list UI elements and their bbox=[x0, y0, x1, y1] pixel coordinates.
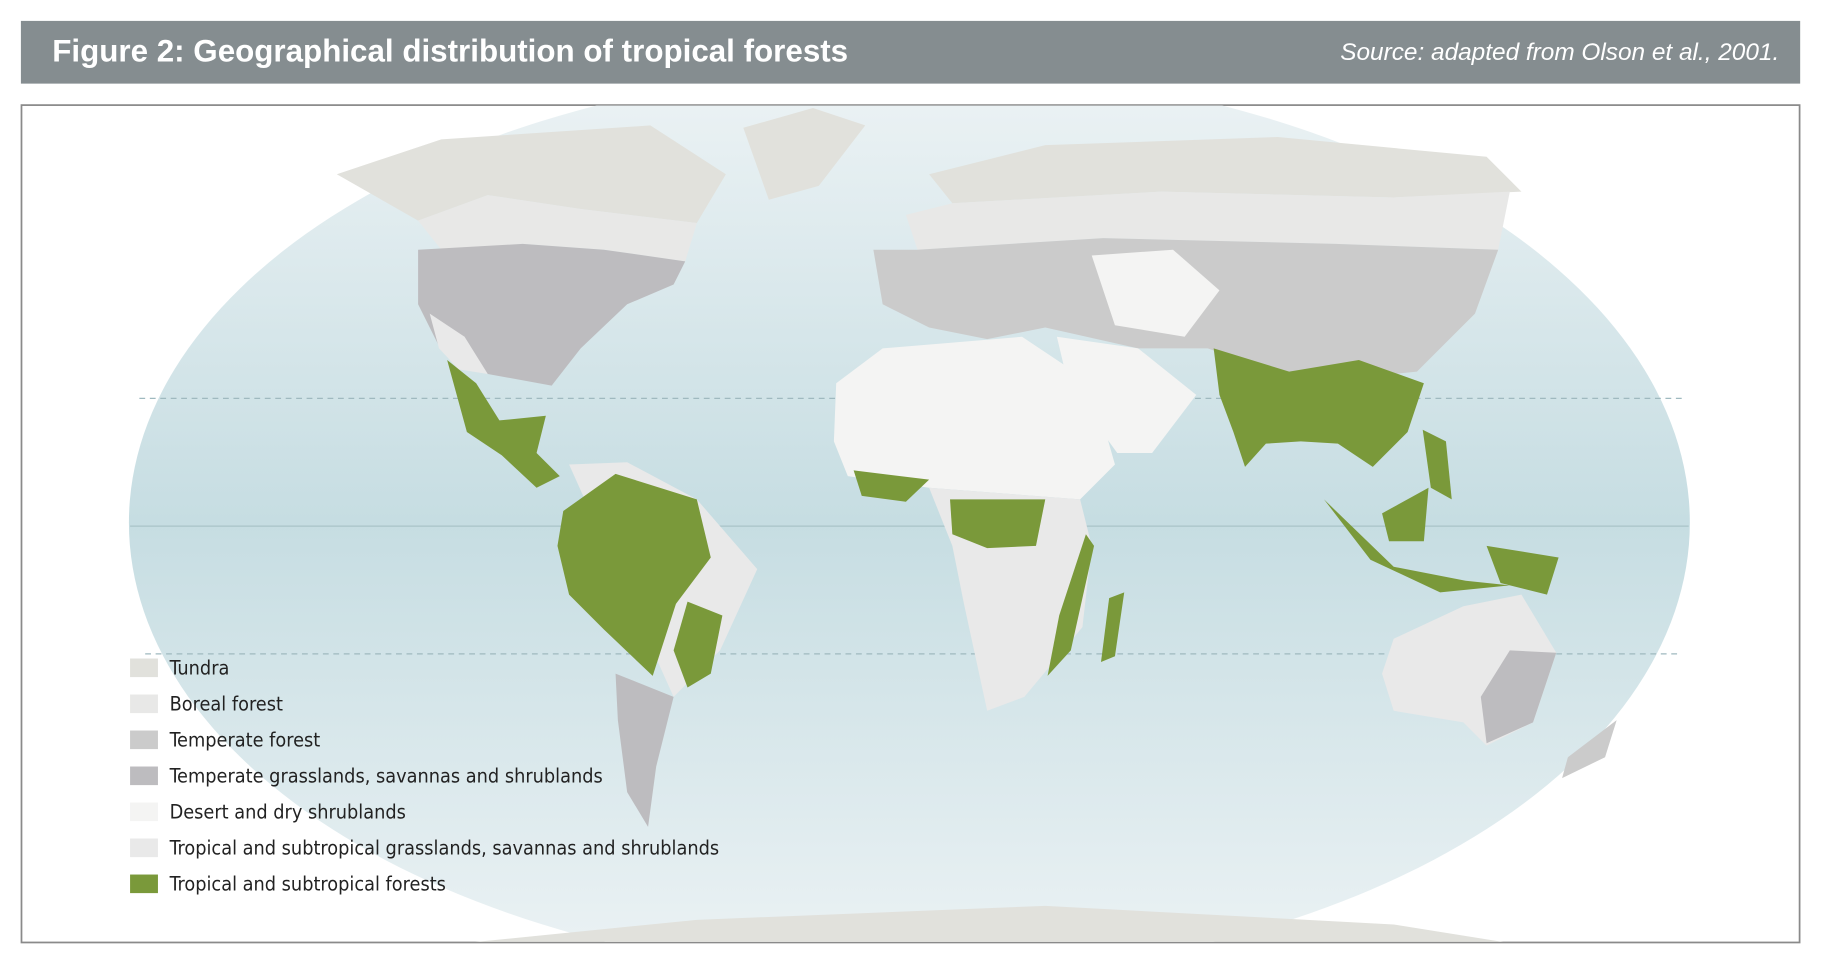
legend-label: Tundra bbox=[169, 656, 230, 679]
south-asia-forest bbox=[1213, 348, 1424, 467]
madagascar bbox=[1101, 592, 1125, 662]
arabia bbox=[1056, 336, 1197, 453]
southern-africa bbox=[929, 487, 1092, 711]
legend-label: Boreal forest bbox=[170, 692, 283, 715]
mexico-dry bbox=[429, 313, 488, 374]
north-america bbox=[418, 243, 686, 386]
arctic-north-america bbox=[336, 125, 726, 223]
figure-title: Figure 2: Geographical distribution of t… bbox=[52, 34, 848, 69]
figure-content: Figure 2: Geographical distribution of t… bbox=[20, 20, 1801, 944]
header-bar bbox=[20, 20, 1801, 84]
australia-southeast bbox=[1480, 650, 1557, 744]
legend-swatch bbox=[130, 730, 158, 750]
new-guinea bbox=[1486, 545, 1559, 595]
borneo bbox=[1382, 487, 1429, 542]
central-america-forest bbox=[447, 360, 560, 488]
new-zealand bbox=[1562, 720, 1617, 779]
amazon-forest bbox=[557, 473, 711, 676]
east-africa-forest bbox=[1047, 534, 1095, 676]
legend-swatch bbox=[130, 658, 158, 678]
legend-label: Temperate grasslands, savannas and shrub… bbox=[169, 764, 603, 787]
canada-boreal bbox=[418, 195, 697, 262]
atlantic-forest bbox=[673, 601, 723, 688]
legend-swatch bbox=[130, 694, 158, 714]
legend-label: Temperate forest bbox=[169, 728, 321, 751]
legend-label: Tropical and subtropical forests bbox=[169, 872, 446, 895]
antarctica bbox=[476, 905, 1503, 942]
sumatra-java bbox=[1323, 499, 1510, 593]
philippines bbox=[1422, 429, 1452, 500]
arctic-eurasia bbox=[929, 137, 1522, 204]
figure-source: Source: adapted from Olson et al., 2001. bbox=[1340, 39, 1779, 66]
eurasia-boreal bbox=[905, 191, 1510, 250]
legend: Tundra Boreal forest Temperate forest Tempe… bbox=[130, 656, 719, 895]
legend-swatch bbox=[130, 874, 158, 894]
legend-swatch bbox=[130, 766, 158, 786]
legend-label: Desert and dry shrublands bbox=[170, 800, 406, 823]
north-africa bbox=[833, 336, 1115, 500]
map bbox=[129, 105, 1690, 942]
west-africa-forest bbox=[853, 470, 930, 502]
greenland bbox=[743, 108, 866, 200]
legend-label: Tropical and subtropical grasslands, sav… bbox=[169, 836, 720, 859]
congo-forest bbox=[950, 499, 1046, 549]
central-asia-desert bbox=[1091, 249, 1220, 337]
legend-swatch bbox=[130, 802, 158, 822]
south-america-south bbox=[615, 673, 674, 827]
legend-swatch bbox=[130, 838, 158, 858]
